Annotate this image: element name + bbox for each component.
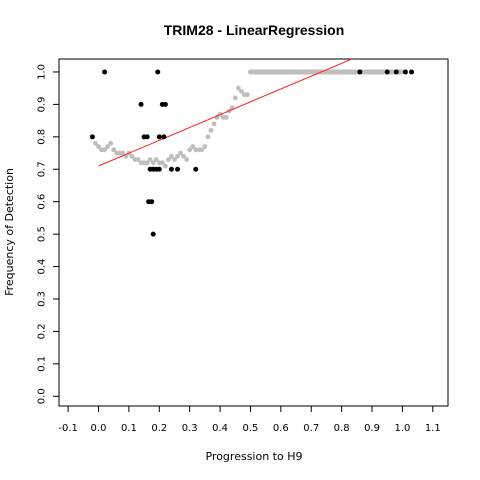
x-tick-label: 0.5	[243, 423, 259, 434]
regression-line	[98, 59, 354, 167]
smoothed-point	[190, 144, 196, 149]
observed-point	[384, 69, 390, 75]
observed-point	[156, 166, 162, 172]
x-tick-label: 0.6	[273, 423, 289, 434]
y-tick-label: 0.1	[37, 356, 48, 372]
smoothed-point	[129, 153, 135, 159]
observed-point	[193, 166, 199, 172]
observed-point	[402, 69, 408, 75]
smoothed-point	[208, 127, 214, 133]
smoothed-point	[96, 144, 101, 149]
observed-point	[144, 134, 150, 140]
smoothed-point	[235, 85, 241, 91]
observed-point	[161, 134, 167, 140]
x-tick-label: 1.0	[394, 423, 410, 434]
x-axis: -0.1 0.0 0.1 0.2 0.3 0.4 0.5 0.6 0.7 0.8 0.9 1.0 1.1	[58, 406, 441, 434]
x-axis-label: Progression to H9	[205, 450, 302, 463]
y-tick-label: 0.2	[37, 323, 48, 339]
smoothed-point	[238, 89, 244, 94]
smoothed-point	[202, 144, 208, 149]
y-tick-label: 0.3	[37, 291, 48, 307]
smoothed-point	[172, 157, 177, 162]
smoothed-point	[108, 140, 114, 146]
y-tick-label: 0.4	[37, 259, 48, 275]
y-axis: 0.0 0.1 0.2 0.3 0.4 0.5 0.6 0.7 0.8 0.9 1.0	[37, 64, 59, 404]
smoothed-point	[153, 157, 159, 162]
smoothed-point	[205, 134, 211, 140]
y-tick-label: 0.5	[37, 226, 48, 242]
smoothed-point	[102, 147, 107, 153]
observed-point	[150, 231, 156, 237]
smoothed-point	[187, 147, 193, 153]
smoothed-point	[181, 153, 187, 159]
x-tick-label: -0.1	[58, 423, 78, 434]
x-tick-label: 0.8	[334, 423, 350, 434]
x-tick-label: 0.9	[364, 423, 380, 434]
observed-point	[102, 69, 108, 75]
y-tick-label: 0.9	[37, 96, 48, 112]
smoothed-point	[199, 147, 205, 153]
x-tick-label: 0.4	[212, 423, 228, 434]
x-tick-label: 1.1	[425, 423, 441, 434]
smoothed-point	[175, 153, 180, 159]
smoothed-point	[162, 163, 168, 169]
observed-point	[357, 69, 363, 75]
observed-point	[168, 166, 174, 172]
observed-point	[149, 199, 155, 205]
x-tick-label: 0.0	[91, 423, 107, 434]
smoothed-point	[211, 121, 217, 127]
y-axis-label: Frequency of Detection	[3, 168, 16, 296]
smoothed-point	[147, 157, 153, 162]
y-tick-label: 0.0	[37, 388, 48, 404]
smoothed-point	[150, 160, 156, 166]
smoothed-point	[232, 95, 238, 101]
x-tick-label: 0.2	[151, 423, 167, 434]
smoothed-point	[159, 160, 165, 166]
plot-area	[89, 59, 415, 237]
smoothed-point	[223, 114, 229, 120]
observed-point	[393, 69, 399, 75]
chart-title: TRIM28 - LinearRegression	[164, 22, 345, 38]
smoothed-point	[144, 160, 150, 166]
observed-point	[89, 134, 95, 140]
x-tick-label: 0.7	[303, 423, 319, 434]
y-tick-label: 0.6	[37, 194, 48, 210]
y-tick-label: 0.8	[37, 129, 48, 145]
observed-point	[175, 166, 181, 172]
observed-point	[409, 69, 415, 75]
smoothed-point	[120, 150, 126, 156]
observed-point	[155, 69, 161, 75]
smoothed-point	[111, 147, 117, 153]
smoothed-point	[178, 150, 183, 156]
smoothed-point	[245, 92, 250, 98]
y-tick-label: 1.0	[37, 64, 48, 80]
smoothed-point	[169, 153, 174, 159]
observed-point	[162, 101, 168, 107]
observed-point	[156, 134, 162, 140]
smoothed-point	[184, 157, 190, 162]
y-tick-label: 0.7	[37, 161, 48, 177]
smoothed-point	[135, 157, 141, 162]
x-tick-label: 0.1	[121, 423, 137, 434]
smoothed-point	[105, 144, 111, 149]
smoothed-point	[93, 140, 98, 146]
observed-point	[138, 101, 144, 107]
x-tick-label: 0.3	[182, 423, 198, 434]
smoothed-point	[166, 157, 171, 162]
plot-frame	[58, 58, 449, 407]
